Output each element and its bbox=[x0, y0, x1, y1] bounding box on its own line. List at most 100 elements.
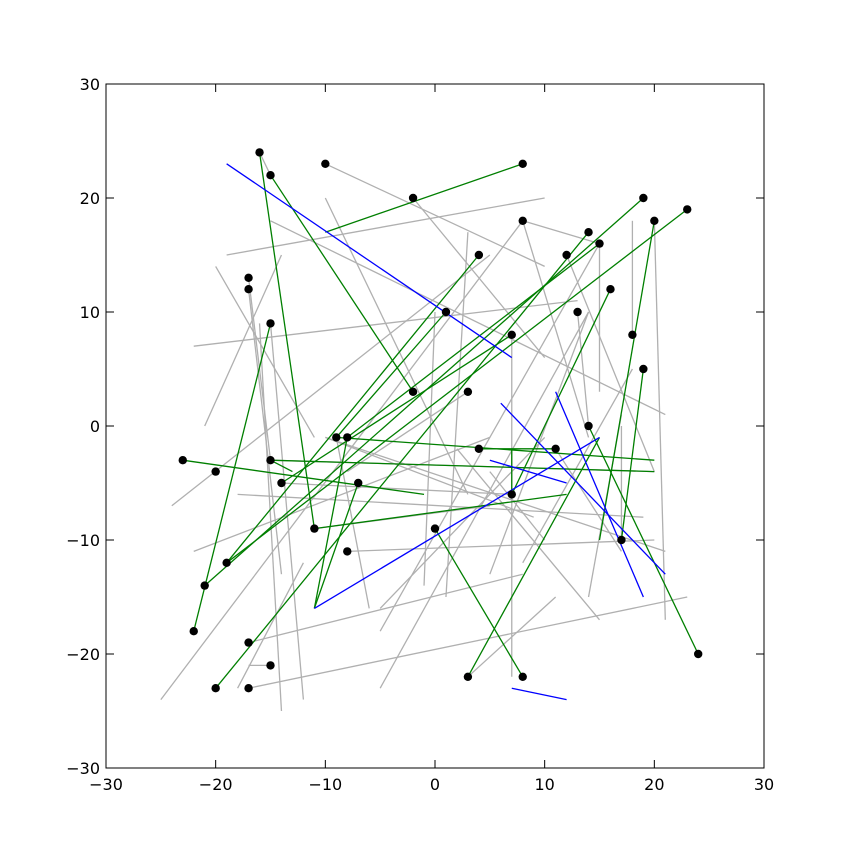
x-tick-label-3: 0 bbox=[430, 775, 440, 794]
green-segment-15 bbox=[313, 437, 348, 609]
point-7 bbox=[650, 216, 659, 225]
y-tick-label-2: −10 bbox=[66, 531, 100, 550]
green-segment-0 bbox=[325, 163, 523, 233]
point-48 bbox=[244, 684, 253, 693]
gray-segment-19 bbox=[379, 436, 546, 609]
green-segment-9 bbox=[182, 459, 425, 496]
x-tick-label-4: 10 bbox=[534, 775, 554, 794]
x-tick-label-5: 20 bbox=[644, 775, 664, 794]
point-34 bbox=[507, 490, 516, 499]
blue-segment-4 bbox=[511, 687, 567, 701]
point-22 bbox=[408, 387, 418, 396]
gray-segment-10 bbox=[258, 323, 283, 712]
point-39 bbox=[222, 558, 231, 567]
gray-segment-16 bbox=[237, 493, 644, 518]
point-46 bbox=[518, 672, 527, 681]
point-6 bbox=[683, 205, 692, 214]
point-40 bbox=[200, 581, 209, 590]
point-17 bbox=[573, 307, 582, 317]
blue-segment-3 bbox=[555, 391, 644, 598]
point-2 bbox=[321, 159, 330, 168]
green-segment-13 bbox=[314, 493, 567, 530]
gray-segment-32 bbox=[576, 311, 590, 427]
point-1 bbox=[266, 171, 275, 180]
point-5 bbox=[639, 193, 648, 203]
gray-segment-1 bbox=[325, 163, 545, 267]
point-42 bbox=[244, 638, 253, 647]
gray-segment-6 bbox=[204, 254, 283, 427]
point-47 bbox=[211, 684, 220, 693]
gray-segment-15 bbox=[193, 436, 491, 553]
gray-segment-20 bbox=[379, 311, 590, 689]
green-segment-2 bbox=[269, 174, 414, 393]
point-10 bbox=[595, 239, 604, 248]
point-11 bbox=[474, 250, 484, 260]
green-segments bbox=[182, 152, 699, 689]
point-33 bbox=[354, 478, 363, 488]
green-segment-11 bbox=[281, 334, 513, 484]
blue-segment-1 bbox=[314, 436, 600, 609]
point-44 bbox=[266, 661, 275, 670]
point-36 bbox=[430, 524, 440, 533]
point-3 bbox=[518, 159, 527, 168]
point-14 bbox=[244, 285, 253, 294]
green-segment-19 bbox=[598, 220, 655, 541]
green-segment-20 bbox=[620, 368, 645, 541]
gray-segments bbox=[160, 152, 688, 712]
gray-segment-28 bbox=[467, 596, 557, 678]
green-segment-16 bbox=[434, 528, 524, 678]
point-20 bbox=[628, 330, 637, 339]
gray-segment-29 bbox=[522, 220, 590, 438]
point-41 bbox=[189, 627, 198, 636]
y-tick-label-4: 10 bbox=[80, 303, 100, 322]
gray-segment-42 bbox=[653, 220, 666, 620]
point-23 bbox=[463, 387, 473, 396]
y-tick-label-3: 0 bbox=[90, 417, 100, 436]
green-segment-5 bbox=[226, 208, 688, 564]
gray-segment-13 bbox=[160, 220, 524, 700]
green-segment-17 bbox=[467, 437, 601, 678]
point-35 bbox=[310, 524, 319, 533]
point-45 bbox=[463, 672, 473, 681]
gray-segment-14 bbox=[171, 254, 491, 507]
gray-segment-38 bbox=[412, 197, 546, 359]
point-32 bbox=[277, 478, 286, 488]
gray-segment-4 bbox=[215, 266, 315, 438]
x-tick-label-1: −20 bbox=[199, 775, 233, 794]
point-19 bbox=[507, 330, 516, 339]
gray-segment-9 bbox=[269, 323, 305, 700]
point-37 bbox=[617, 535, 626, 545]
gray-segment-26 bbox=[248, 573, 523, 644]
point-28 bbox=[551, 444, 560, 453]
point-38 bbox=[343, 547, 352, 556]
gray-segment-21 bbox=[456, 448, 600, 621]
point-18 bbox=[266, 319, 275, 328]
point-9 bbox=[584, 228, 593, 237]
y-tick-label-5: 20 bbox=[80, 189, 100, 208]
point-21 bbox=[639, 364, 648, 374]
gray-segment-27 bbox=[248, 596, 688, 689]
green-segment-3 bbox=[346, 243, 600, 438]
green-segment-22 bbox=[335, 311, 447, 438]
point-24 bbox=[584, 421, 593, 431]
x-tick-label-2: −10 bbox=[308, 775, 342, 794]
point-16 bbox=[441, 307, 451, 317]
green-segment-18 bbox=[511, 288, 612, 495]
axis-ticks bbox=[105, 83, 765, 769]
tick-labels: −30 −20 −10 0 10 20 30 −30 −20 −10 0 10 20 30 bbox=[66, 75, 774, 794]
gray-segment-40 bbox=[281, 482, 512, 496]
point-13 bbox=[244, 273, 253, 282]
x-tick-label-0: −30 bbox=[89, 775, 123, 794]
gray-segment-31 bbox=[522, 368, 633, 564]
point-8 bbox=[518, 216, 527, 225]
green-segment-8 bbox=[193, 323, 272, 632]
point-12 bbox=[562, 250, 571, 260]
points bbox=[178, 148, 703, 693]
blue-segment-5 bbox=[489, 459, 567, 484]
x-tick-label-6: 30 bbox=[754, 775, 774, 794]
gray-segment-0 bbox=[258, 152, 272, 176]
y-tick-label-1: −20 bbox=[66, 645, 100, 664]
gray-segment-49 bbox=[555, 448, 622, 552]
gray-segment-22 bbox=[445, 232, 469, 598]
